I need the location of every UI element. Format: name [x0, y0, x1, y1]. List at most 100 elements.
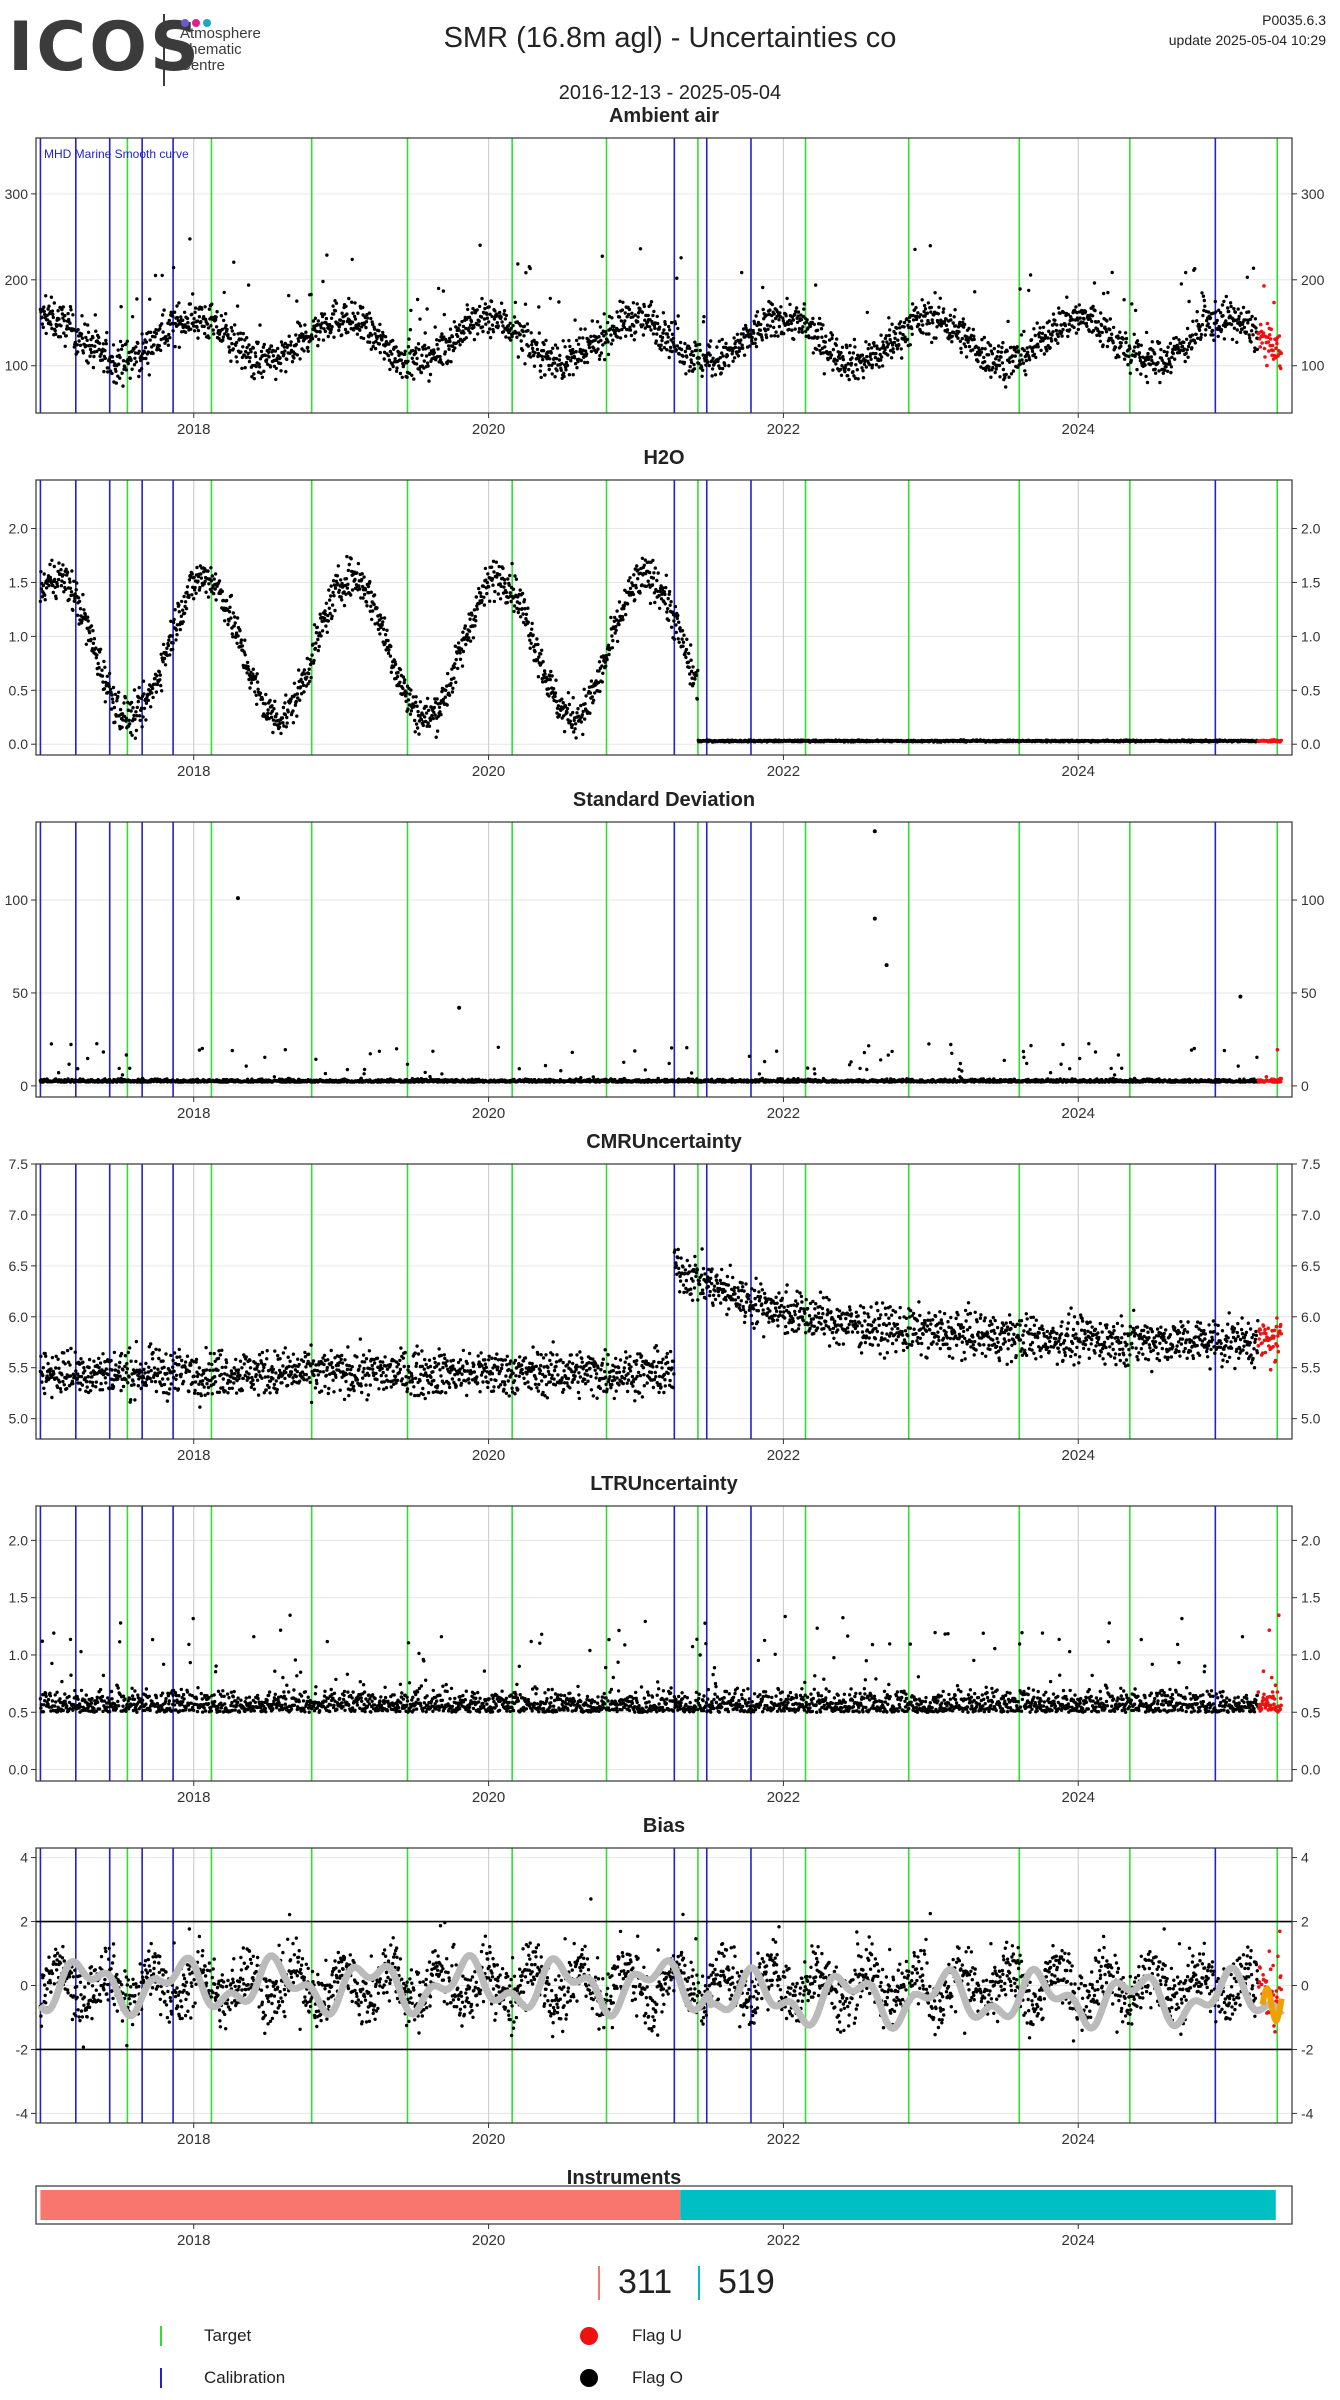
charts-canvas: Ambient air MHD Marine Smooth curve 100 100… [5, 105, 1325, 2249]
highlight-point-3-2 [872, 916, 877, 921]
plot-frame-1 [35, 137, 1293, 414]
page-title: SMR (16.8m agl) - Uncertainties co [443, 22, 897, 54]
ytick-label-right-6-0: -4 [1301, 2105, 1314, 2121]
date-range: 2016-12-13 - 2025-05-04 [558, 82, 782, 104]
logo-separator [163, 14, 165, 86]
xtick-label-4-0: 2018 [177, 1447, 210, 1464]
ytick-label-right-1-2: 300 [1301, 186, 1325, 202]
count-value-2: 519 [718, 2263, 775, 2301]
xtick-label-3-3: 2024 [1062, 1105, 1095, 1122]
xtick-label-1-2: 2022 [767, 421, 800, 438]
ytick-label-left-4-5: 7.5 [9, 1156, 29, 1172]
ytick-label-left-4-3: 6.5 [9, 1258, 29, 1274]
instrument-xtick-label-0: 2018 [177, 2232, 210, 2249]
xtick-label-6-0: 2018 [177, 2131, 210, 2148]
ytick-label-right-3-2: 100 [1301, 892, 1325, 908]
ytick-label-left-6-2: 0 [20, 1978, 28, 1994]
panel-annotation-1: MHD Marine Smooth curve [44, 147, 189, 161]
legend-flag-u-swatch [580, 2327, 598, 2345]
ytick-label-left-2-3: 1.5 [9, 574, 29, 590]
smooth-curve [37, 1952, 1285, 2032]
ytick-label-right-4-1: 5.5 [1301, 1360, 1321, 1376]
xtick-label-3-0: 2018 [177, 1105, 210, 1122]
highlight-point-3-1 [872, 829, 877, 834]
ytick-label-right-5-1: 0.5 [1301, 1704, 1321, 1720]
series-points-flag-u-5 [1256, 1613, 1283, 1714]
xtick-label-4-1: 2020 [472, 1447, 505, 1464]
ytick-label-left-5-4: 2.0 [9, 1532, 29, 1548]
xtick-label-2-0: 2018 [177, 763, 210, 780]
xtick-label-5-2: 2022 [767, 1789, 800, 1806]
ytick-label-right-5-2: 1.0 [1301, 1647, 1321, 1663]
xtick-label-4-3: 2024 [1062, 1447, 1095, 1464]
update-label: update 2025-05-04 10:29 [1168, 32, 1326, 48]
count-bar-2 [698, 2266, 700, 2300]
ytick-label-left-2-1: 0.5 [9, 682, 29, 698]
legend-flag-o-label: Flag O [632, 2368, 684, 2387]
ytick-label-left-5-2: 1.0 [9, 1647, 29, 1663]
ytick-label-right-5-3: 1.5 [1301, 1590, 1321, 1606]
plot-area-4 [36, 1164, 1292, 1439]
panel-1: Ambient air MHD Marine Smooth curve 100 100… [5, 105, 1325, 438]
ytick-label-right-6-2: 0 [1301, 1978, 1309, 1994]
instruments-panel: Instruments 2018 2020 2022 2024 [35, 2167, 1293, 2249]
plot-frame-5 [35, 1505, 1293, 1782]
logo-subtitle: Atmosphere Thematic Centre [180, 26, 261, 74]
legend-flag-u-label: Flag U [632, 2326, 683, 2345]
ytick-label-right-1-1: 200 [1301, 272, 1325, 288]
count-bar-1 [598, 2266, 600, 2300]
instruments-title: Instruments [567, 2167, 681, 2189]
legend-target-swatch [160, 2326, 162, 2346]
ytick-label-left-5-3: 1.5 [9, 1590, 29, 1606]
logo-dots [181, 14, 214, 32]
instrument-xtick-label-2: 2022 [767, 2232, 800, 2249]
ytick-label-right-2-4: 2.0 [1301, 521, 1321, 537]
ytick-label-right-4-2: 6.0 [1301, 1309, 1321, 1325]
highlight-point-3-4 [457, 1005, 462, 1010]
ytick-label-left-4-0: 5.0 [9, 1411, 29, 1427]
series-points-2 [38, 554, 1260, 744]
xtick-label-5-0: 2018 [177, 1789, 210, 1806]
panel-3: Standard Deviation 0 0 50 50 100 100 2018 2020 20… [5, 789, 1325, 1122]
logo-sub-line-2: Thematic [180, 41, 242, 58]
logo-sub-line-1: Atmosphere [180, 25, 261, 42]
ytick-label-right-2-2: 1.0 [1301, 628, 1321, 644]
series-points-flag-u-2 [1256, 738, 1283, 744]
ytick-label-left-3-0: 0 [20, 1078, 28, 1094]
ytick-label-right-6-1: -2 [1301, 2041, 1314, 2057]
legend-calibration-label: Calibration [204, 2368, 286, 2387]
plot-frame-2 [35, 479, 1293, 756]
plot-area-5 [36, 1506, 1292, 1781]
plot-area-1 [36, 138, 1292, 413]
logo-dot-1 [181, 19, 189, 27]
panel-title-5: LTRUncertainty [590, 1473, 738, 1495]
ytick-label-left-5-1: 0.5 [9, 1704, 29, 1720]
instrument-xtick-label-3: 2024 [1062, 2232, 1095, 2249]
ytick-label-left-6-1: -2 [16, 2041, 29, 2057]
xtick-label-6-2: 2022 [767, 2131, 800, 2148]
xtick-label-2-1: 2020 [472, 763, 505, 780]
instrument-bar-311 [40, 2190, 681, 2220]
ytick-label-left-2-0: 0.0 [9, 736, 29, 752]
panel-6: Bias -4 -4 -2 -2 0 0 2 2 4 4 2018 2020 2022 2024 [16, 1815, 1314, 2148]
xtick-label-6-3: 2024 [1062, 2131, 1095, 2148]
legend-target-label: Target [204, 2326, 252, 2345]
ytick-label-right-4-3: 6.5 [1301, 1258, 1321, 1274]
xtick-label-3-2: 2022 [767, 1105, 800, 1122]
ytick-label-left-2-2: 1.0 [9, 628, 29, 644]
ytick-label-left-3-2: 100 [5, 892, 29, 908]
series-points-4 [38, 1247, 1260, 1409]
panel-title-1: Ambient air [609, 105, 719, 127]
ytick-label-right-3-0: 0 [1301, 1078, 1309, 1094]
header: ICOS Atmosphere Thematic Centre SMR (16.… [0, 0, 1340, 110]
series-points-flag-u-3 [1256, 1047, 1283, 1084]
xtick-label-5-1: 2020 [472, 1789, 505, 1806]
series-points-5 [38, 1613, 1260, 1714]
instrument-xtick-label-1: 2020 [472, 2232, 505, 2249]
ytick-label-left-6-4: 4 [20, 1850, 28, 1866]
panel-4: CMRUncertainty 5.0 5.0 5.5 5.5 6.0 6.0 6.5 6.5 7.… [9, 1131, 1321, 1464]
ytick-label-left-1-2: 300 [5, 186, 29, 202]
plot-area-2 [36, 480, 1292, 755]
ytick-label-left-6-3: 2 [20, 1914, 28, 1930]
ytick-label-right-2-1: 0.5 [1301, 682, 1321, 698]
